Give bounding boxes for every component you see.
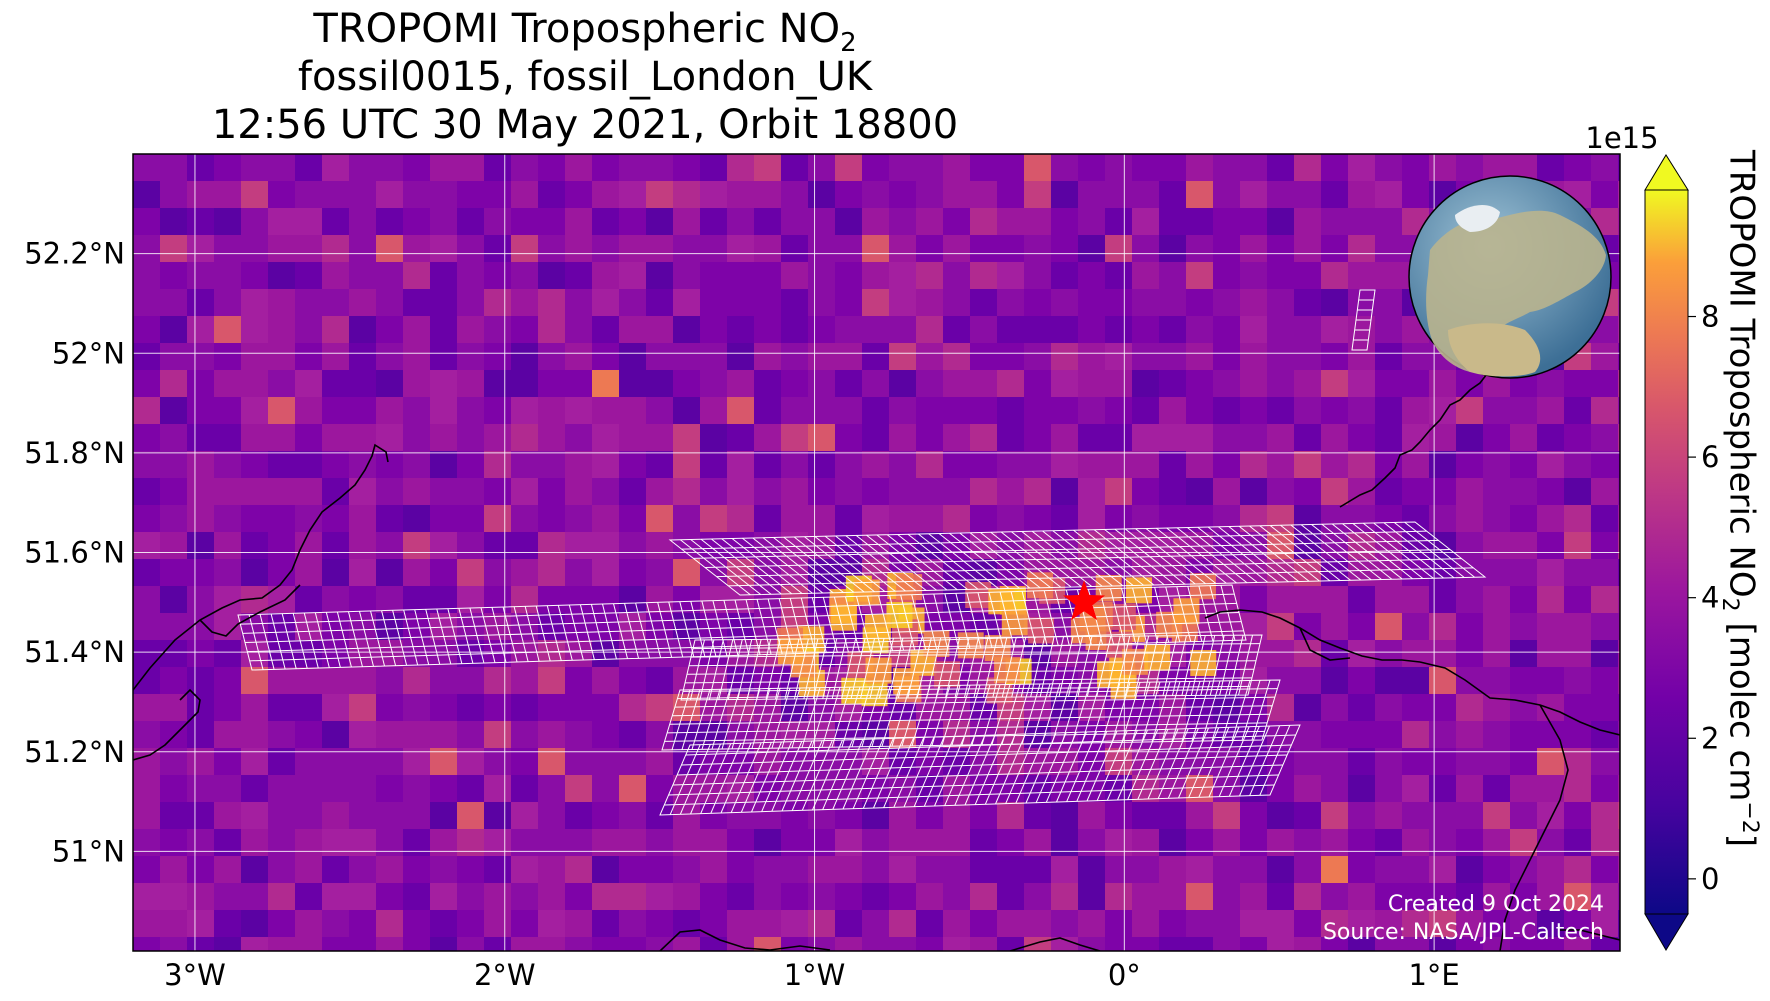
chart-title-line3: 12:56 UTC 30 May 2021, Orbit 18800 bbox=[211, 102, 959, 148]
source-note: Source: NASA/JPL-Caltech bbox=[1322, 920, 1604, 945]
lon-tick-label: 1°W bbox=[784, 958, 846, 992]
lat-tick-label: 51.8°N bbox=[24, 436, 125, 470]
colorbar: 0 2 4 6 8 bbox=[1644, 154, 1719, 951]
lat-tick-label: 51.4°N bbox=[24, 635, 125, 669]
lon-tick-label: 1°E bbox=[1408, 958, 1459, 992]
longitude-axis: 3°W 2°W 1°W 0° 1°E bbox=[164, 958, 1460, 992]
colorbar-tick-label: 2 bbox=[1701, 721, 1719, 755]
footprint-swaths bbox=[237, 289, 1487, 816]
colorbar-tick-label: 4 bbox=[1701, 581, 1719, 615]
lon-tick-label: 3°W bbox=[164, 958, 226, 992]
colorbar-tick-label: 8 bbox=[1701, 300, 1719, 334]
map-frame bbox=[132, 153, 1621, 952]
lat-tick-label: 52.2°N bbox=[24, 237, 125, 271]
colorbar-tick-label: 0 bbox=[1701, 862, 1719, 896]
coastline bbox=[133, 329, 1620, 951]
colorbar-multiplier: 1e15 bbox=[1585, 121, 1658, 155]
lat-tick-label: 51.6°N bbox=[24, 536, 125, 570]
colorbar-tick-label: 6 bbox=[1701, 440, 1719, 474]
lat-tick-label: 51.2°N bbox=[24, 735, 125, 769]
created-note: Created 9 Oct 2024 bbox=[1387, 892, 1604, 917]
lon-tick-label: 0° bbox=[1108, 958, 1141, 992]
latitude-axis: 52.2°N 52°N 51.8°N 51.6°N 51.4°N 51.2°N 51°N bbox=[24, 237, 125, 869]
chart-title-line1: TROPOMI Tropospheric NO2 bbox=[313, 6, 857, 58]
chart-title-line2: fossil0015, fossil_London_UK bbox=[297, 54, 873, 100]
lon-tick-label: 2°W bbox=[474, 958, 536, 992]
colorbar-label: TROPOMI Tropospheric NO2 [molec cm−2] bbox=[1716, 150, 1762, 848]
lat-tick-label: 52°N bbox=[52, 336, 125, 370]
locator-globe bbox=[1408, 175, 1612, 379]
lat-tick-label: 51°N bbox=[52, 834, 125, 868]
